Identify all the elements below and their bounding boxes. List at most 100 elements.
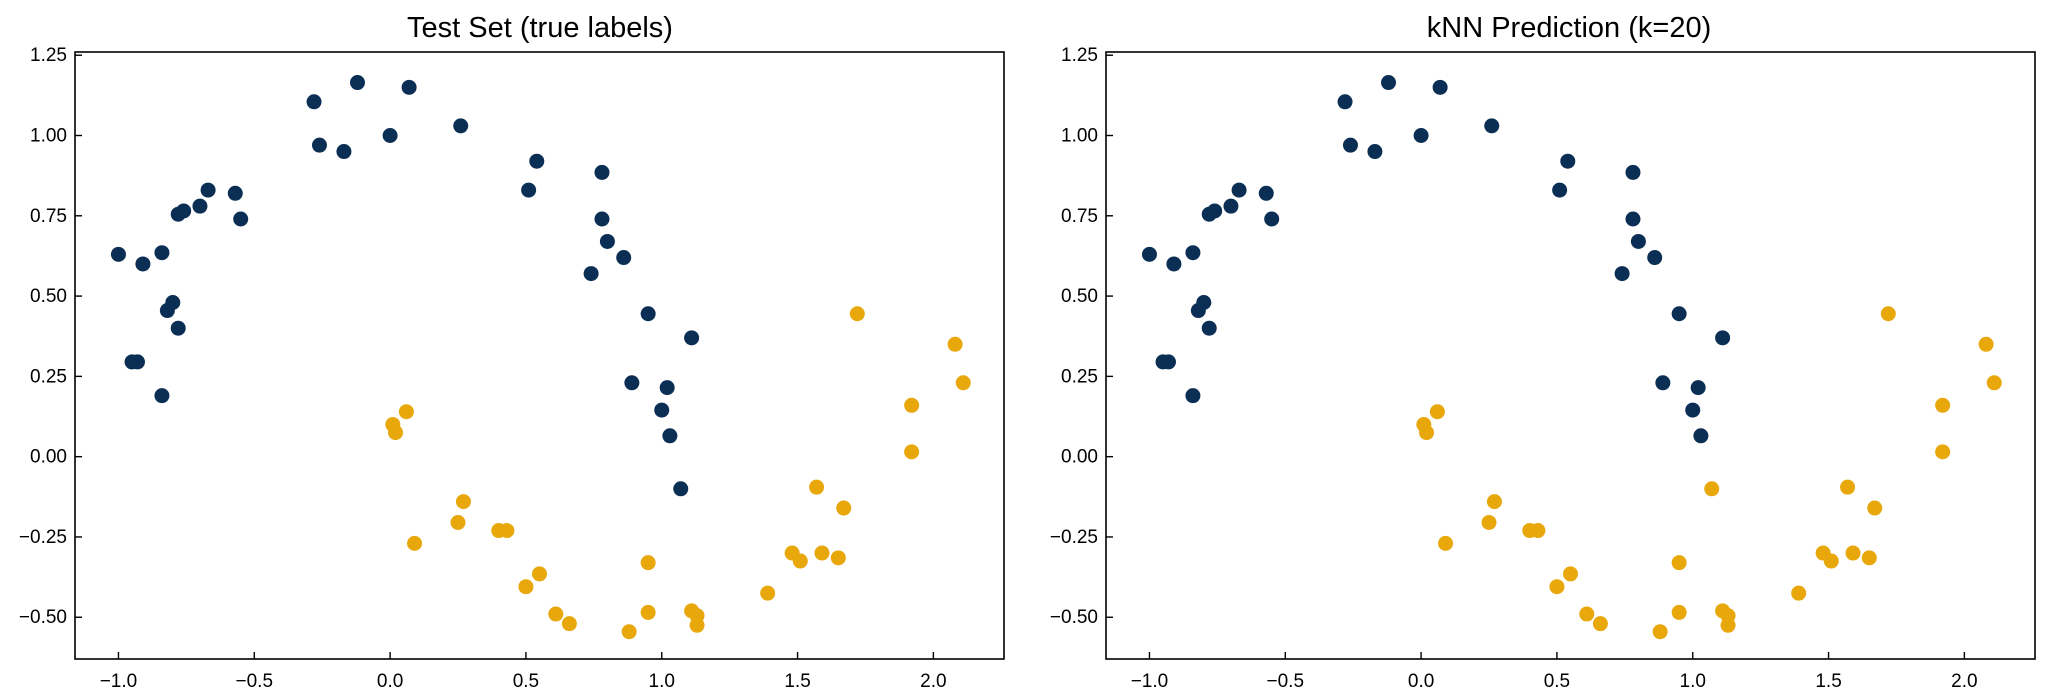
class-0-point <box>1160 354 1176 370</box>
class-1-point <box>1481 515 1497 531</box>
class-0-point <box>129 354 145 370</box>
class-0-point <box>306 94 322 110</box>
class-0-point <box>1223 198 1239 214</box>
class-1-point <box>640 555 656 571</box>
knn-prediction-panel: kNN Prediction (k=20) −1.0 −0.5 0.0 0.5 1.0 1… <box>1050 12 2036 692</box>
class-1-point <box>1867 500 1883 516</box>
class-1-point <box>548 606 564 622</box>
class-1-point <box>1563 566 1578 582</box>
class-1-point <box>1530 523 1546 539</box>
class-0-point <box>599 233 615 249</box>
class-0-point <box>662 428 678 444</box>
class-0-point <box>1432 79 1448 95</box>
class-1-point <box>1840 479 1856 495</box>
class-1-point <box>1823 553 1839 569</box>
y-tick-label: 0.50 <box>1061 286 1098 307</box>
class-1-point <box>1845 545 1861 561</box>
class-0-point <box>529 153 545 169</box>
y-tick-label: 0.25 <box>1061 366 1098 387</box>
class-1-point <box>455 494 471 510</box>
x-tick-label: 0.5 <box>513 671 539 692</box>
x-tick-label: −0.5 <box>236 671 274 692</box>
class-0-point <box>1185 388 1201 404</box>
y-tick-label: 0.50 <box>30 286 67 307</box>
class-1-point <box>792 553 808 569</box>
class-0-point <box>654 402 670 418</box>
y-tick-label: −0.50 <box>1050 607 1098 628</box>
x-tick-label: −0.5 <box>1267 671 1305 692</box>
class-1-point <box>1880 306 1896 322</box>
axes-frame <box>1105 51 2036 660</box>
class-1-point <box>904 397 920 413</box>
x-tick-label: 0.0 <box>1408 671 1434 692</box>
y-tick-label: 1.25 <box>30 45 67 66</box>
class-0-point <box>1647 250 1663 266</box>
y-tick-label: 0.00 <box>1061 447 1098 468</box>
y-tick-label: −0.25 <box>1050 527 1098 548</box>
x-tick-label: −1.0 <box>1131 671 1169 692</box>
class-0-point <box>1560 153 1576 169</box>
class-1-point <box>1429 404 1445 420</box>
x-tick-label: 1.0 <box>649 671 675 692</box>
x-tick-label: 2.0 <box>920 671 946 692</box>
class-0-point <box>1685 402 1701 418</box>
class-0-point <box>1196 295 1212 311</box>
class-0-point <box>1367 144 1383 160</box>
class-1-point <box>1438 535 1454 551</box>
class-0-point <box>1671 306 1687 322</box>
class-1-point <box>1935 444 1951 460</box>
class-0-point <box>170 320 186 336</box>
y-tick-label: 1.25 <box>1061 45 1098 66</box>
class-1-point <box>689 617 705 633</box>
class-1-point <box>836 500 852 516</box>
class-0-point <box>1342 137 1358 153</box>
class-1-point <box>760 585 776 601</box>
class-0-point <box>135 256 151 272</box>
class-1-point <box>1671 555 1687 571</box>
class-0-point <box>350 75 366 91</box>
class-1-point <box>450 515 466 531</box>
class-1-point <box>407 535 423 551</box>
class-1-point <box>1704 481 1720 497</box>
class-1-point <box>830 550 846 566</box>
class-0-point <box>1185 245 1201 261</box>
class-1-point <box>809 479 825 495</box>
y-tick-label: 1.00 <box>30 126 67 147</box>
class-0-point <box>311 137 327 153</box>
x-tick-label: −1.0 <box>100 671 138 692</box>
test-set-title: Test Set (true labels) <box>407 12 673 44</box>
x-tick-label: 0.0 <box>377 671 403 692</box>
class-1-point <box>904 444 920 460</box>
class-1-point <box>621 624 637 640</box>
class-1-point <box>1486 494 1502 510</box>
class-0-point <box>624 375 640 391</box>
class-0-point <box>1614 266 1630 282</box>
class-0-point <box>1166 256 1182 272</box>
x-tick-label: 1.0 <box>1680 671 1706 692</box>
class-0-point <box>176 203 192 219</box>
class-1-point <box>532 566 547 582</box>
class-1-point <box>1419 425 1435 441</box>
class-1-point <box>1592 616 1608 632</box>
class-1-point <box>640 604 656 620</box>
class-0-point <box>453 118 469 134</box>
class-0-point <box>192 198 208 214</box>
class-0-point <box>1207 203 1223 219</box>
class-0-point <box>684 330 700 346</box>
x-tick-label: 2.0 <box>1951 671 1977 692</box>
class-0-point <box>154 245 170 261</box>
class-1-point <box>1549 579 1565 595</box>
class-1-point <box>561 616 577 632</box>
class-0-point <box>401 79 417 95</box>
class-1-point <box>1986 375 2002 391</box>
y-tick-label: 0.75 <box>30 206 67 227</box>
class-0-point <box>1715 330 1731 346</box>
class-0-point <box>110 246 126 262</box>
class-1-point <box>1579 606 1595 622</box>
class-1-point <box>814 545 830 561</box>
class-0-point <box>521 182 537 198</box>
class-0-point <box>200 182 216 198</box>
test-set-panel: Test Set (true labels) −1.0 −0.5 0.0 0.5 1.0… <box>19 12 1005 692</box>
class-0-point <box>640 306 656 322</box>
class-0-point <box>1630 233 1646 249</box>
